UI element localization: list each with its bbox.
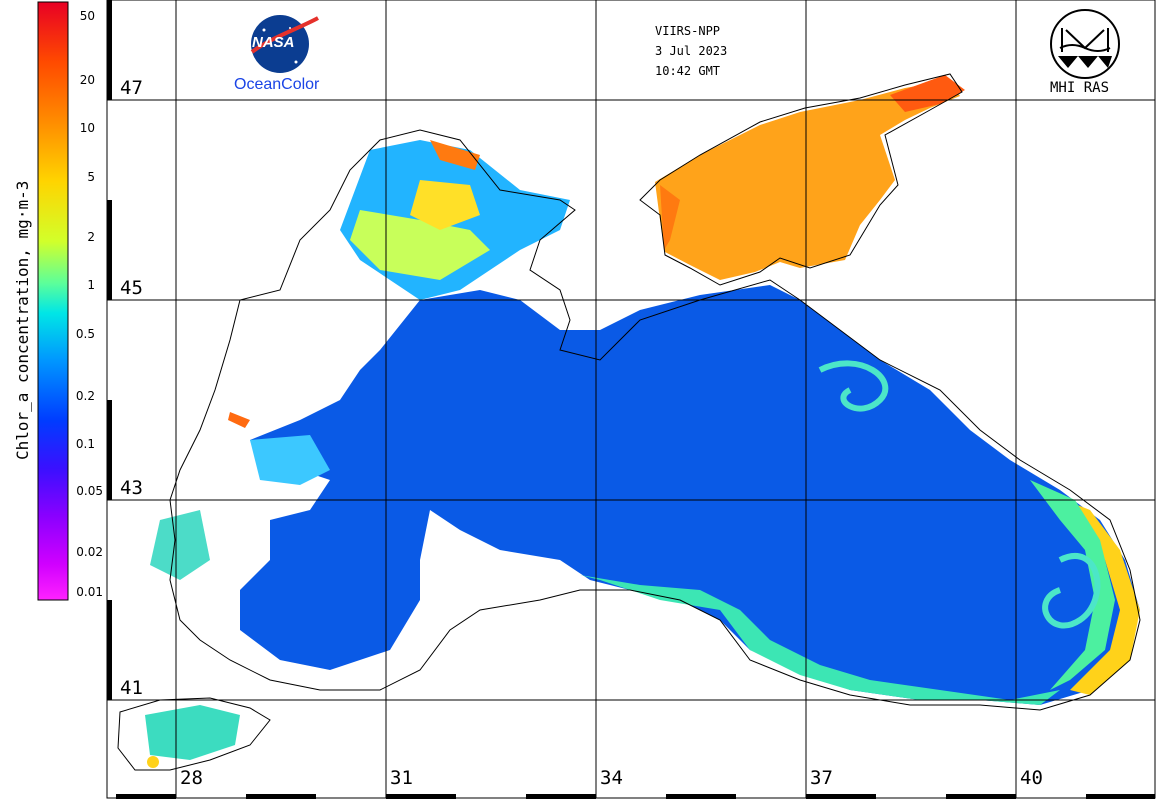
colorbar-title-text: Chlor_a concentration, mg·m-3 [13, 181, 32, 460]
nasa-logo-text: NASA [252, 34, 295, 51]
scale-bar-bottom [116, 794, 1155, 799]
lat-label: 41 [120, 677, 143, 699]
colorbar-tick: 20 [79, 73, 95, 87]
black-sea [145, 140, 1140, 768]
sea-of-azov [655, 75, 965, 280]
time-label: 10:42 GMT [655, 64, 721, 78]
sensor-label: VIIRS-NPP [655, 24, 721, 38]
lon-label: 28 [180, 767, 203, 789]
colorbar-tick: 5 [87, 170, 95, 184]
colorbar-tick: 0.2 [75, 389, 95, 403]
date-label: 3 Jul 2023 [655, 44, 728, 58]
lat-label: 47 [120, 77, 143, 99]
lon-label: 31 [390, 767, 413, 789]
lon-label: 40 [1020, 767, 1043, 789]
lon-label: 34 [600, 767, 623, 789]
oceancolor-text: OceanColor [234, 76, 320, 93]
colorbar-tick: 0.05 [76, 484, 103, 498]
colorbar-gradient [37, 1, 69, 601]
scale-bar-left [107, 0, 112, 700]
coastline-azov [639, 73, 963, 286]
colorbar-tick: 2 [87, 230, 95, 244]
lon-label: 37 [810, 767, 833, 789]
colorbar-tick: 50 [79, 9, 95, 23]
mhi-ras-text: MHI RAS [1050, 80, 1110, 96]
colorbar-tick: 0.01 [76, 585, 103, 599]
coastline-marmara [117, 697, 271, 771]
colorbar-tick: 0.1 [75, 437, 95, 451]
coastline [169, 129, 1141, 711]
colorbar-tick: 0.02 [76, 545, 103, 559]
colorbar-tick: 10 [79, 121, 95, 135]
grid [107, 0, 1155, 798]
colorbar-title: Chlor_a concentration, mg·m-3 [13, 181, 32, 460]
lat-label: 45 [120, 277, 143, 299]
nasa-logo [250, 15, 319, 73]
mhi-ras-logo [1050, 9, 1120, 79]
lat-label: 43 [120, 477, 143, 499]
colorbar-tick: 0.5 [75, 327, 95, 341]
colorbar-tick: 1 [87, 278, 95, 292]
